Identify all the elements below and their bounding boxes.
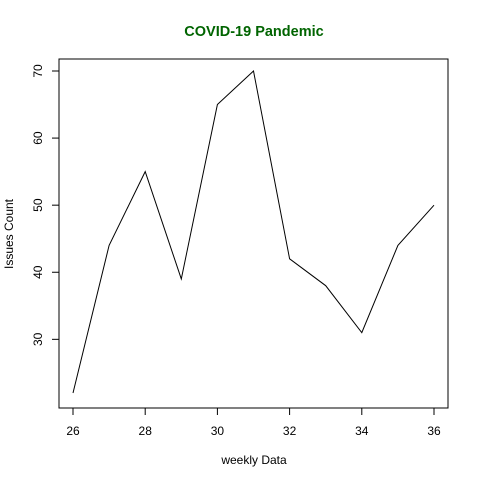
plot-frame: [58, 58, 449, 409]
y-tick-label: 70: [31, 64, 45, 78]
chart-title: COVID-19 Pandemic: [184, 24, 323, 40]
x-tick-label: 26: [66, 424, 80, 438]
y-tick-label: 60: [31, 131, 45, 145]
x-tick-label: 32: [283, 424, 297, 438]
series-line: [72, 70, 435, 394]
x-tick-label: 34: [355, 424, 369, 438]
y-axis: 30 40 50 60 70: [31, 64, 60, 346]
y-axis-label: Issues Count: [2, 198, 16, 269]
series-layer: [72, 70, 435, 394]
x-axis-label: weekly Data: [220, 453, 287, 467]
y-tick-label: 40: [31, 265, 45, 279]
x-tick-label: 28: [139, 424, 153, 438]
x-axis: 26 28 30 32 34 36: [66, 407, 441, 438]
x-tick-label: 30: [211, 424, 225, 438]
x-tick-label: 36: [427, 424, 441, 438]
y-tick-label: 50: [31, 198, 45, 212]
y-tick-label: 30: [31, 332, 45, 346]
